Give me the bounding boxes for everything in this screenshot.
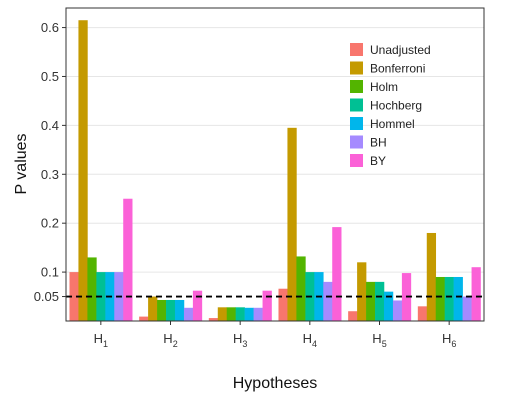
bar-bonferroni-h1 bbox=[78, 20, 88, 321]
grid bbox=[66, 27, 484, 273]
bar-by-h1 bbox=[123, 198, 133, 321]
legend-key-bonferroni bbox=[350, 61, 363, 75]
x-axis: H1 H2 H3 H4 H5 H6 bbox=[94, 321, 456, 349]
bar-hochberg-h3 bbox=[235, 307, 245, 321]
bar-bonferroni-h3 bbox=[217, 307, 228, 321]
bar-unadjusted-h4 bbox=[278, 288, 288, 321]
bar-holm-h4 bbox=[296, 256, 306, 321]
bar-holm-h3 bbox=[226, 307, 236, 321]
bar-bh-h3 bbox=[253, 307, 263, 321]
legend-label-unadjusted: Unadjusted bbox=[370, 43, 431, 57]
legend-key-unadjusted bbox=[350, 43, 363, 56]
x-tick-label: H4 bbox=[303, 331, 317, 349]
bar-hommel-h5 bbox=[383, 291, 394, 321]
y-tick-label: 0.4 bbox=[41, 118, 59, 133]
bar-unadjusted-h5 bbox=[348, 311, 358, 321]
legend-key-by bbox=[350, 154, 363, 167]
legend: Unadjusted Bonferroni Holm Hochberg Hommel BH… bbox=[350, 43, 431, 168]
x-tick-label: H5 bbox=[372, 331, 386, 349]
y-axis-title: P values bbox=[13, 133, 30, 194]
bar-hochberg-h2 bbox=[166, 299, 176, 321]
y-tick-label: 0.3 bbox=[41, 167, 59, 182]
bar-hommel-h2 bbox=[174, 299, 185, 321]
legend-key-hochberg bbox=[350, 98, 363, 112]
x-axis-title: Hypotheses bbox=[233, 375, 318, 392]
bar-by-h2 bbox=[192, 290, 203, 321]
legend-key-bh bbox=[350, 135, 363, 149]
y-tick-label: 0.1 bbox=[41, 265, 59, 280]
panel-border bbox=[65, 7, 485, 322]
y-axis: 0.1 0.2 0.3 0.4 0.5 0.6 0.05 bbox=[34, 20, 66, 304]
legend-label-by: BY bbox=[370, 154, 386, 168]
bar-unadjusted-h6 bbox=[417, 306, 428, 321]
bar-bh-h5 bbox=[392, 300, 403, 321]
bar-hochberg-h5 bbox=[375, 281, 385, 321]
bar-holm-h1 bbox=[87, 257, 97, 321]
bar-bonferroni-h4 bbox=[287, 127, 297, 321]
x-tick-label: H6 bbox=[442, 331, 456, 349]
bar-unadjusted-h1 bbox=[69, 272, 79, 321]
bar-bh-h2 bbox=[183, 307, 194, 321]
bar-unadjusted-h2 bbox=[139, 316, 149, 321]
bar-holm-h2 bbox=[157, 299, 167, 321]
x-tick-label: H3 bbox=[233, 331, 247, 349]
bar-bh-h6 bbox=[462, 296, 472, 321]
bar-bonferroni-h6 bbox=[426, 232, 437, 321]
bar-hommel-h6 bbox=[453, 276, 463, 321]
y-tick-label: 0.6 bbox=[41, 20, 59, 35]
bar-bonferroni-h5 bbox=[357, 262, 367, 321]
bar-holm-h5 bbox=[366, 281, 376, 321]
bar-by-h6 bbox=[471, 267, 481, 321]
legend-key-hommel bbox=[350, 117, 363, 130]
bar-hommel-h3 bbox=[244, 307, 254, 321]
bar-bh-h4 bbox=[323, 281, 333, 321]
bar-hochberg-h6 bbox=[444, 276, 454, 321]
legend-label-hommel: Hommel bbox=[370, 117, 415, 131]
y-tick-label-005: 0.05 bbox=[34, 289, 59, 304]
bar-by-h3 bbox=[262, 290, 272, 321]
x-tick-label: H1 bbox=[94, 331, 108, 349]
legend-label-bh: BH bbox=[370, 136, 387, 150]
legend-key-holm bbox=[350, 80, 363, 93]
x-tick-label: H2 bbox=[163, 331, 177, 349]
bar-holm-h6 bbox=[435, 276, 445, 321]
legend-label-holm: Holm bbox=[370, 80, 398, 94]
y-tick-label: 0.5 bbox=[41, 69, 59, 84]
legend-label-bonferroni: Bonferroni bbox=[370, 62, 425, 76]
bar-unadjusted-h3 bbox=[208, 318, 219, 321]
bar-bonferroni-h2 bbox=[148, 296, 158, 321]
y-tick-label: 0.2 bbox=[41, 216, 59, 231]
legend-label-hochberg: Hochberg bbox=[370, 99, 422, 113]
bar-by-h4 bbox=[332, 227, 342, 321]
